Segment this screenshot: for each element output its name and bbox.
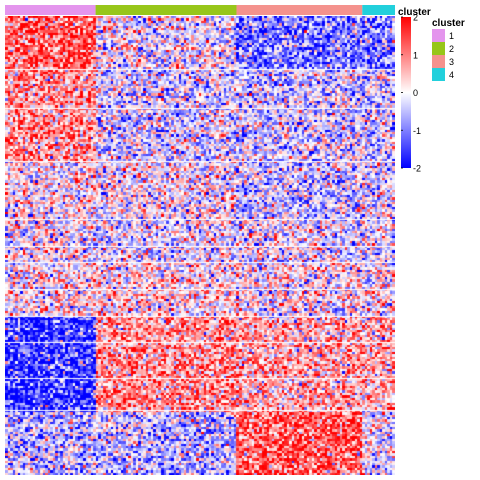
cluster-legend-label-4: 4 (449, 70, 454, 80)
color-scale-tick-label: 1 (413, 50, 418, 60)
annotation-track-label: cluster (398, 7, 431, 18)
cluster-legend: cluster 1 2 3 4 (432, 18, 465, 81)
cluster-legend-swatch-4 (432, 68, 445, 81)
annotation-segment-cluster-1 (5, 5, 96, 15)
color-scale-tick-label: 2 (413, 13, 418, 23)
color-scale-bar (401, 17, 411, 168)
cluster-legend-label-2: 2 (449, 44, 454, 54)
heatmap-cells (5, 16, 395, 475)
annotation-segment-cluster-2 (95, 5, 237, 15)
cluster-legend-label-1: 1 (449, 31, 454, 41)
cluster-legend-swatch-1 (432, 29, 445, 42)
cluster-legend-label-3: 3 (449, 57, 454, 67)
cluster-legend-title: cluster (432, 18, 465, 29)
color-scale-tick-label: -2 (413, 164, 421, 174)
color-scale-tick-label: 0 (413, 88, 418, 98)
annotation-segment-cluster-4 (362, 5, 395, 15)
color-scale-tick-label: -1 (413, 126, 421, 136)
cluster-annotation-bar (5, 5, 395, 15)
cluster-legend-swatch-2 (432, 42, 445, 55)
color-scale-legend: 2 1 0 -1 -2 (401, 13, 421, 174)
cluster-legend-swatch-3 (432, 55, 445, 68)
annotation-segment-cluster-3 (236, 5, 363, 15)
heatmap-body (5, 16, 395, 475)
